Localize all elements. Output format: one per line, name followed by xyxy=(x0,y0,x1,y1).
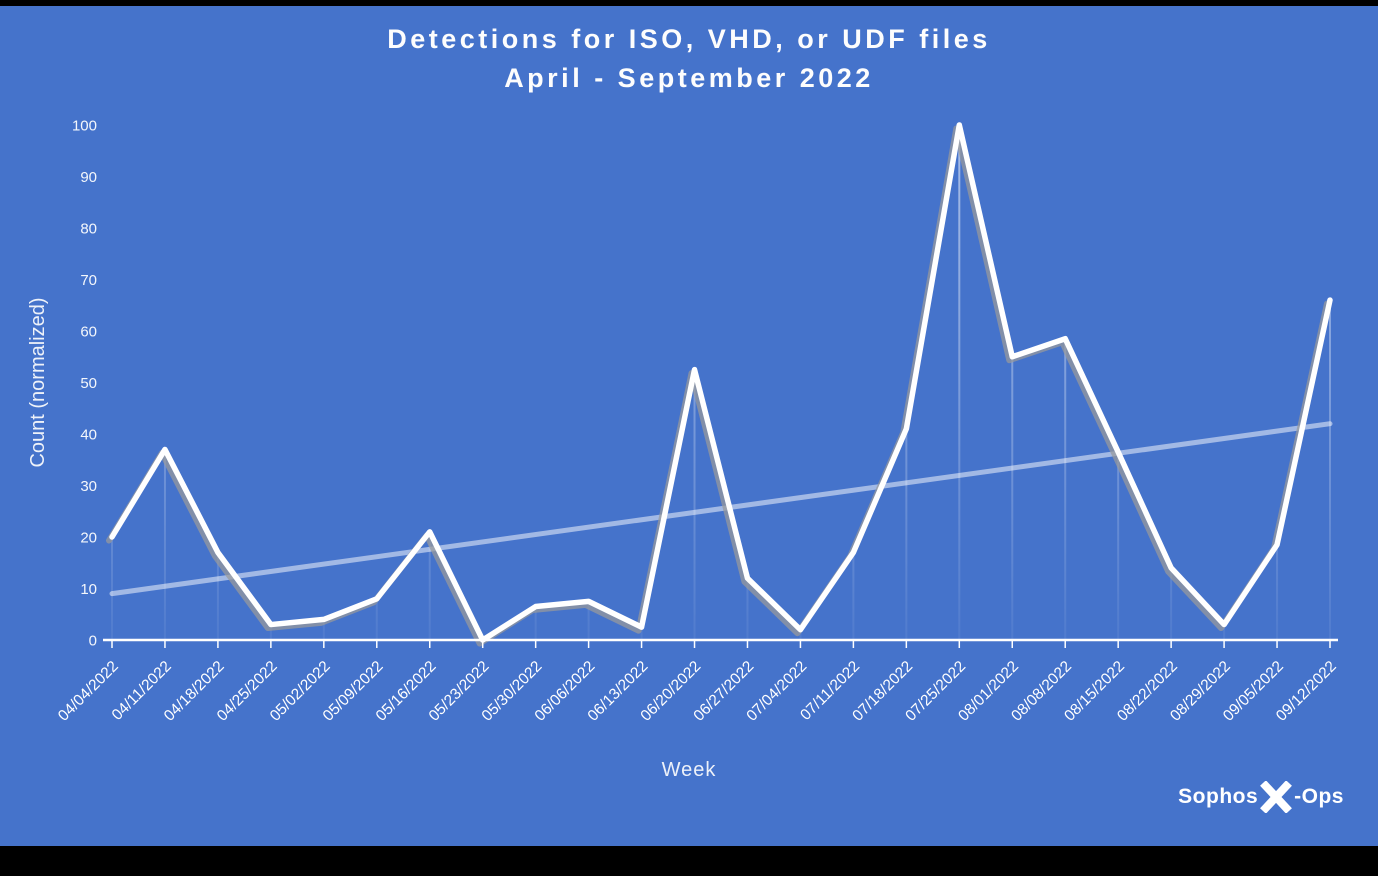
chart-title-block: Detections for ISO, VHD, or UDF files Ap… xyxy=(0,20,1378,98)
y-tick-label: 50 xyxy=(80,375,97,392)
trend-line xyxy=(109,421,1333,597)
x-axis-title: Week xyxy=(661,759,717,781)
y-tick-label: 60 xyxy=(80,324,97,341)
y-tick-label: 0 xyxy=(89,633,97,650)
logo-ops-text: -Ops xyxy=(1294,785,1344,808)
bottom-letterbox-bar xyxy=(0,846,1378,876)
chart-subtitle: April - September 2022 xyxy=(504,63,874,93)
top-letterbox-bar xyxy=(0,0,1378,6)
y-tick-label: 20 xyxy=(80,530,97,547)
sophos-x-icon xyxy=(1260,781,1293,813)
logo-sophos-text: Sophos xyxy=(1178,785,1259,808)
y-tick-label: 100 xyxy=(72,118,97,135)
y-tick-label: 90 xyxy=(80,169,97,186)
y-tick-label: 80 xyxy=(80,221,97,238)
sophos-xops-logo: Sophos -Ops xyxy=(1178,781,1344,813)
series-line xyxy=(109,122,1333,643)
y-axis-title: Count (normalized) xyxy=(27,297,49,467)
y-tick-label: 10 xyxy=(80,581,97,598)
y-tick-label: 70 xyxy=(80,272,97,289)
series-shadow xyxy=(106,125,1330,647)
chart-title: Detections for ISO, VHD, or UDF files xyxy=(387,24,991,54)
y-tick-label: 40 xyxy=(80,427,97,444)
y-tick-label: 30 xyxy=(80,478,97,495)
